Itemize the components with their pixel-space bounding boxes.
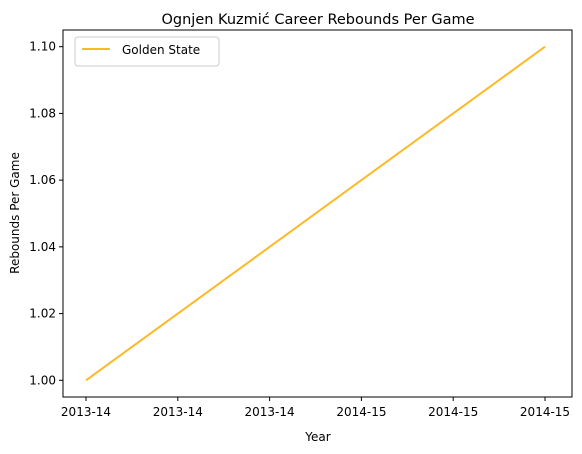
series-layer	[85, 45, 546, 382]
x-tick-label: 2013-14	[153, 405, 203, 419]
x-axis: 2013-14 2013-14 2013-14 2014-15 2014-15 2014-…	[61, 397, 570, 419]
legend-label-golden-state: Golden State	[122, 43, 200, 57]
chart-title: Ognjen Kuzmić Career Rebounds Per Game	[162, 12, 475, 28]
x-tick-label: 2013-14	[61, 405, 111, 419]
x-axis-title: Year	[304, 430, 330, 444]
y-tick-label: 1.10	[29, 40, 56, 54]
x-tick-label: 2014-15	[336, 405, 386, 419]
legend: Golden State	[74, 36, 220, 67]
x-tick-label: 2014-15	[428, 405, 478, 419]
x-tick-label: 2013-14	[245, 405, 295, 419]
y-tick-label: 1.08	[29, 106, 56, 120]
y-tick-label: 1.04	[29, 240, 56, 254]
legend-box	[74, 36, 220, 67]
y-tick-label: 1.02	[29, 307, 56, 321]
x-tick-label: 2014-15	[520, 405, 570, 419]
y-tick-label: 1.06	[29, 173, 56, 187]
series-line-golden-state	[85, 45, 546, 382]
plot-area	[62, 29, 573, 398]
y-tick-label: 1.00	[29, 373, 56, 387]
y-axis: 1.00 1.02 1.04 1.06 1.08 1.10	[29, 40, 63, 387]
y-axis-title: Rebounds Per Game	[8, 152, 22, 274]
